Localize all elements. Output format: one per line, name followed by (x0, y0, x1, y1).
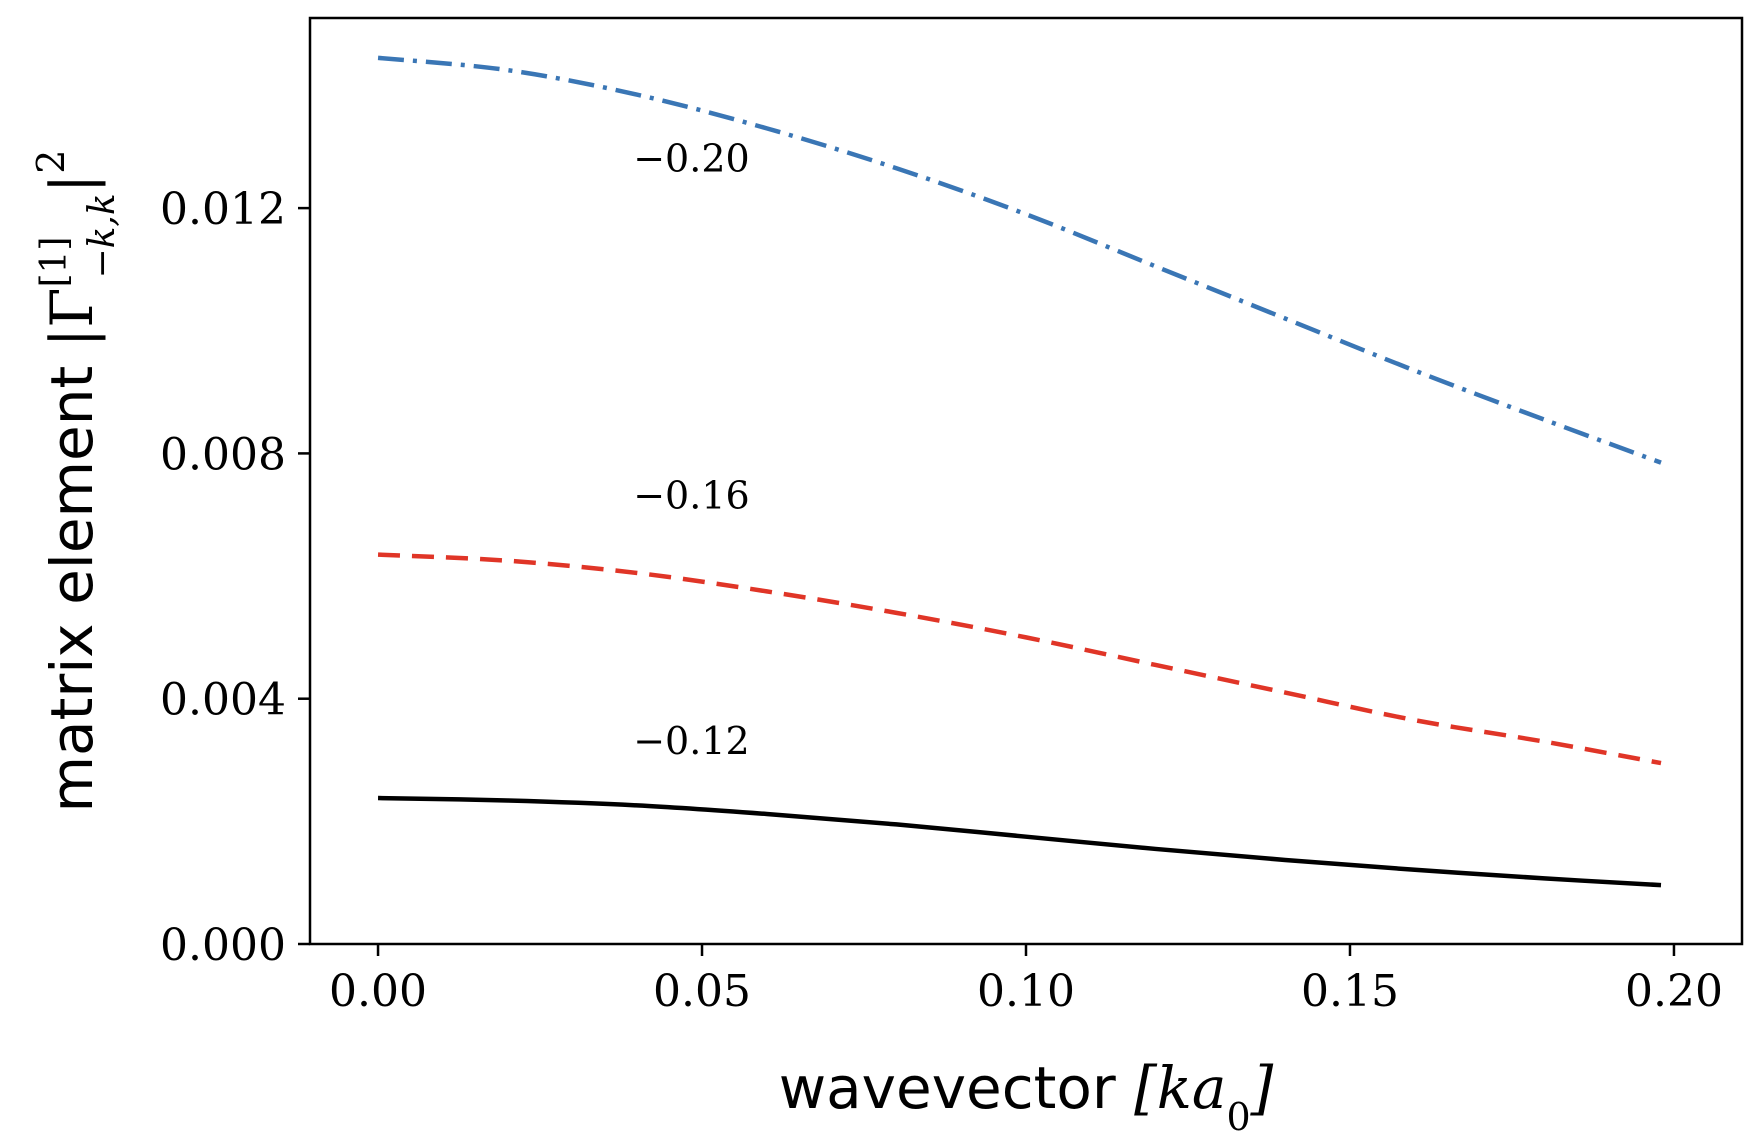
x-tick-label: 0.10 (977, 966, 1075, 1017)
y-axis-ticks: 0.000 0.004 0.008 0.012 (160, 184, 310, 971)
x-axis-ticks: 0.00 0.05 0.10 0.15 0.20 (329, 944, 1723, 1017)
series-line (377, 55, 1662, 465)
series-line (377, 795, 1662, 888)
y-tick-label: 0.000 (160, 920, 286, 971)
series-annotation: −0.12 (633, 719, 749, 763)
y-tick-label: 0.012 (160, 184, 286, 235)
x-tick-label: 0.15 (1301, 966, 1399, 1017)
y-tick-label: 0.008 (160, 429, 286, 480)
x-tick-label: 0.05 (653, 966, 751, 1017)
series-annotation: −0.20 (633, 136, 749, 180)
x-axis-label: wavevector [ka0] (779, 1054, 1274, 1138)
axes-frame (308, 16, 1744, 946)
series-labels: −0.20 −0.16 −0.12 (633, 136, 749, 763)
x-tick-label: 0.00 (329, 966, 427, 1017)
plot-lines (377, 55, 1662, 888)
x-tick-label: 0.20 (1625, 966, 1723, 1017)
series-annotation: −0.16 (633, 474, 749, 518)
y-axis-label: matrix element |Γ[1] −k,k|2 (29, 150, 123, 813)
series-line (377, 552, 1662, 766)
y-tick-label: 0.004 (160, 675, 286, 726)
